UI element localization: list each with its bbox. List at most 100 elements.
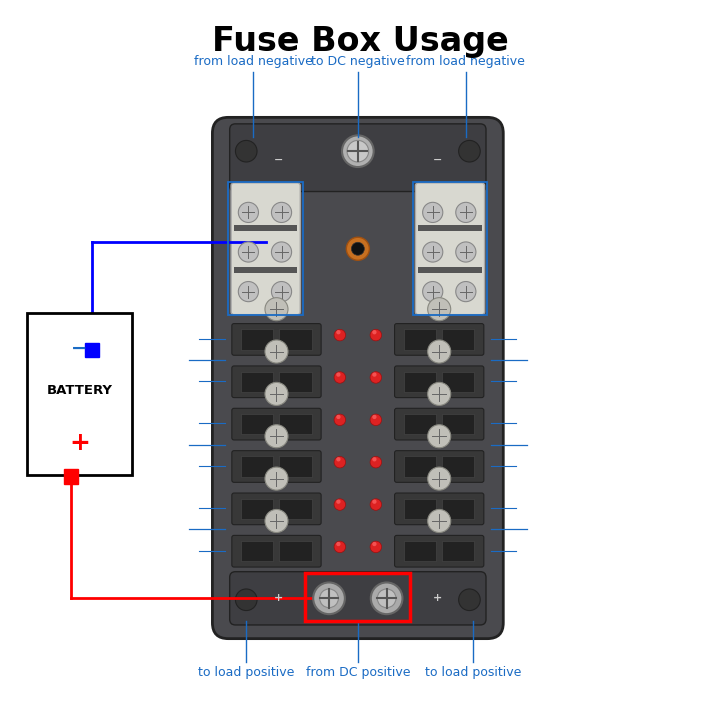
Circle shape (334, 541, 346, 553)
Bar (442, 329, 474, 349)
Text: from load negative: from load negative (194, 55, 313, 68)
Circle shape (265, 425, 288, 448)
Circle shape (334, 372, 346, 383)
FancyBboxPatch shape (395, 366, 484, 397)
Text: from load negative: from load negative (406, 55, 526, 68)
Bar (234, 266, 297, 273)
Circle shape (459, 140, 480, 162)
Circle shape (320, 589, 338, 608)
Circle shape (459, 589, 480, 611)
Circle shape (347, 140, 369, 162)
Circle shape (265, 510, 288, 533)
Circle shape (370, 541, 382, 553)
Bar (279, 414, 312, 434)
Circle shape (336, 542, 341, 546)
Circle shape (336, 500, 341, 504)
Circle shape (372, 372, 377, 377)
Circle shape (271, 202, 292, 222)
Circle shape (428, 425, 451, 448)
Bar (241, 372, 274, 392)
FancyBboxPatch shape (232, 408, 321, 440)
Bar (404, 541, 436, 562)
Text: +: + (274, 593, 283, 603)
Circle shape (271, 282, 292, 302)
Circle shape (372, 457, 377, 462)
FancyBboxPatch shape (395, 536, 484, 567)
Circle shape (336, 457, 341, 462)
Circle shape (238, 282, 258, 302)
Circle shape (265, 467, 288, 490)
Circle shape (370, 372, 382, 383)
Circle shape (428, 510, 451, 533)
Bar (404, 456, 436, 477)
Text: from DC positive: from DC positive (305, 666, 410, 679)
Circle shape (271, 242, 292, 262)
Bar (442, 499, 474, 519)
FancyBboxPatch shape (232, 366, 321, 397)
FancyBboxPatch shape (232, 323, 321, 355)
Circle shape (428, 382, 451, 405)
FancyBboxPatch shape (232, 493, 321, 525)
FancyBboxPatch shape (232, 451, 321, 482)
Circle shape (346, 238, 369, 261)
Text: +: + (69, 431, 90, 455)
Circle shape (336, 330, 341, 334)
Bar (241, 329, 274, 349)
Text: to load positive: to load positive (425, 666, 521, 679)
Circle shape (377, 589, 396, 608)
Circle shape (334, 329, 346, 341)
FancyBboxPatch shape (212, 117, 503, 639)
Circle shape (372, 330, 377, 334)
Circle shape (428, 297, 451, 320)
Bar (279, 372, 312, 392)
Circle shape (238, 242, 258, 262)
Bar (27, 313, 132, 475)
Text: to load positive: to load positive (198, 666, 294, 679)
Circle shape (265, 297, 288, 320)
Circle shape (423, 242, 443, 262)
Text: +: + (433, 593, 441, 603)
Bar (241, 456, 274, 477)
FancyBboxPatch shape (395, 323, 484, 355)
Bar (418, 225, 482, 232)
Circle shape (336, 415, 341, 419)
Bar (279, 456, 312, 477)
Bar (279, 541, 312, 562)
FancyBboxPatch shape (395, 451, 484, 482)
Circle shape (351, 243, 364, 256)
Bar (442, 414, 474, 434)
Bar (413, 182, 487, 315)
Circle shape (336, 372, 341, 377)
Circle shape (334, 499, 346, 510)
Circle shape (313, 582, 345, 614)
Bar (241, 499, 274, 519)
Bar (305, 573, 410, 621)
Circle shape (372, 500, 377, 504)
Bar (241, 541, 274, 562)
FancyBboxPatch shape (230, 124, 486, 192)
Circle shape (372, 415, 377, 419)
FancyBboxPatch shape (232, 536, 321, 567)
Bar (64, 469, 78, 484)
Circle shape (334, 414, 346, 426)
Circle shape (372, 542, 377, 546)
Text: −: − (274, 155, 284, 165)
FancyBboxPatch shape (415, 183, 485, 315)
Circle shape (428, 340, 451, 363)
Bar (404, 372, 436, 392)
Bar (404, 499, 436, 519)
Circle shape (370, 414, 382, 426)
Circle shape (370, 329, 382, 341)
Circle shape (265, 340, 288, 363)
Circle shape (371, 582, 402, 614)
Bar (404, 414, 436, 434)
Circle shape (423, 282, 443, 302)
Bar (418, 266, 482, 273)
Circle shape (456, 282, 476, 302)
Text: −: − (71, 339, 88, 359)
Text: to DC negative: to DC negative (311, 55, 405, 68)
Circle shape (265, 382, 288, 405)
Bar (234, 225, 297, 232)
Circle shape (342, 135, 374, 167)
Text: Fuse Box Usage: Fuse Box Usage (212, 25, 508, 58)
